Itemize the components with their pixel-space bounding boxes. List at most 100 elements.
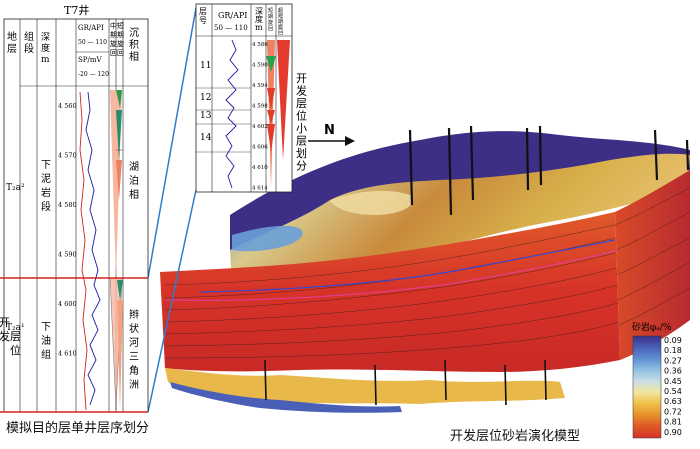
well-log-panel (0, 18, 149, 413)
model-horizon-surface (230, 153, 690, 284)
model-caption: 开发层位砂岩演化模型 (450, 429, 581, 444)
header-facies: 沉 (129, 26, 139, 39)
zoom-header-ultra-short: 超 (278, 7, 283, 14)
legend-value-label: 0.54 (664, 387, 682, 396)
depth-tick-label: 4 590 (58, 251, 77, 259)
facies-lower: 辫 (129, 308, 139, 321)
legend-value-label: 0.09 (664, 336, 682, 345)
dev-layer-label: 位 (10, 343, 21, 357)
facies-lower: 三 (129, 352, 139, 363)
header-sp: SP/mV (78, 56, 103, 64)
depth-tick-label: 4 610 (58, 350, 77, 358)
depth-tick-label: 4 560 (58, 102, 77, 110)
zoom-caption: 层 (296, 135, 307, 148)
well-title: T7井 (64, 3, 89, 17)
well-sticks (408, 125, 690, 216)
zoom-caption: 小 (296, 122, 307, 135)
header-gr-range: 50 — 110 (78, 39, 107, 46)
north-label: N (324, 123, 335, 138)
header-depth: m (41, 55, 50, 65)
facies-lower: 河 (129, 337, 139, 349)
model-low-porosity-patch (232, 225, 303, 252)
header-facies: 积 (129, 39, 139, 51)
header-depth: 度 (41, 42, 50, 54)
zoom-depth-tick-label: 4 614 (252, 186, 268, 192)
zoom-ultra-short-triangle (277, 40, 290, 160)
zoom-header-depth: 度 (255, 14, 263, 24)
zoom-header-short-cycle: 期 (268, 14, 273, 20)
zoom-header-gr: GR/API (218, 11, 247, 20)
header-short-cycle: 期 (117, 31, 124, 39)
header-facies: 相 (129, 50, 139, 63)
depth-tick-label: 4 580 (58, 201, 77, 209)
header-mid-cycle: 旋 (110, 39, 117, 48)
zoom-layer-number: 12 (200, 93, 211, 103)
zoom-header-ultra-short: 旋 (278, 24, 283, 31)
member-lower: 组 (41, 348, 51, 361)
legend-value-label: 0.81 (664, 418, 682, 427)
facies-lower: 洲 (129, 379, 139, 391)
header-mid-cycle: 回 (110, 49, 117, 57)
zoom-depth-tick-label: 4 590 (252, 63, 268, 69)
depth-tick-label: 4 600 (58, 300, 77, 308)
member-upper: 岩 (41, 186, 51, 199)
dev-layer-label: 发 (0, 329, 10, 343)
header-stratum: 层 (7, 43, 17, 55)
north-arrow (308, 136, 355, 146)
header-mid-cycle: 期 (110, 31, 117, 39)
zoom-layer-number: 14 (200, 133, 212, 143)
zoom-depth-tick-label: 4 594 (252, 83, 268, 89)
member-lower: 下 (41, 322, 51, 333)
zoom-header-layer: 号 (199, 16, 207, 25)
facies-lower: 角 (129, 365, 139, 377)
porosity-legend: 砂岩φₑ/% (632, 321, 672, 439)
header-short-cycle: 旋 (117, 39, 124, 48)
zoom-header-ultra-short: 短 (278, 13, 283, 20)
zoom-header-short-cycle: 回 (268, 26, 273, 32)
stratum-lower: T₂a¹ (6, 323, 25, 333)
legend-value-label: 0.18 (664, 346, 682, 355)
model-side-face (615, 170, 690, 360)
member-upper: 泥 (41, 172, 51, 185)
legend-value-label: 0.72 (664, 407, 682, 416)
zoom-depth-tick-label: 4 586 (252, 42, 268, 48)
header-short-cycle: 回 (117, 49, 124, 57)
zoom-caption: 分 (296, 160, 307, 173)
zoom-header-depth: 深 (255, 7, 263, 16)
zoom-header-ultra-short: 回 (278, 30, 283, 36)
zoom-log-panel (195, 3, 293, 193)
model-front-face (160, 212, 620, 372)
model-mid-patch (330, 190, 413, 215)
zoom-caption: 发 (296, 84, 307, 98)
dev-layer-label: 层 (10, 330, 21, 343)
depth-tick-label: 4 570 (58, 152, 77, 160)
legend-value-label: 0.90 (664, 428, 682, 437)
zoom-header-short-cycle: 短 (268, 7, 273, 14)
short-cycle-triangles (116, 110, 122, 160)
zoom-header-layer: 层 (199, 7, 207, 16)
header-member: 组 (24, 30, 34, 43)
zoom-depth-tick-label: 4 602 (252, 124, 268, 130)
zoom-caption: 划 (296, 147, 307, 160)
sp-log-curve (79, 91, 88, 411)
legend-value-label: 0.36 (664, 367, 682, 376)
facies-upper: 相 (129, 188, 139, 201)
zoom-connector-lines (147, 7, 197, 413)
facies-upper: 湖 (129, 161, 139, 173)
zoom-layer-number: 11 (200, 61, 211, 71)
zoom-depth-tick-label: 4 610 (252, 165, 268, 171)
header-member: 段 (24, 42, 34, 55)
zoom-depth-tick-label: 4 606 (252, 145, 268, 151)
header-gr: GR/API (78, 24, 104, 32)
zoom-gr-curve (225, 39, 239, 189)
well-panel-caption: 模拟目的层单井层序划分 (6, 421, 150, 436)
member-upper: 下 (41, 160, 51, 171)
sandstone-3d-model (160, 125, 691, 413)
header-stratum: 地 (7, 30, 17, 43)
facies-lower: 状 (129, 322, 139, 335)
zoom-header-short-cycle: 旋 (268, 19, 273, 26)
zoom-header-depth: m (255, 23, 263, 32)
header-sp-range: -20 — 120 (78, 71, 109, 78)
zoom-caption: 位 (296, 109, 307, 123)
